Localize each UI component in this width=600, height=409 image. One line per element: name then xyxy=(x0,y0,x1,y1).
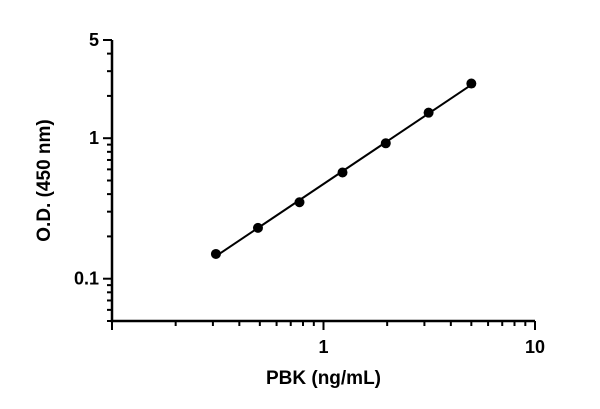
x-tick-label: 10 xyxy=(525,337,545,357)
y-tick-label: 1 xyxy=(89,128,99,148)
x-ticks: 1 10 xyxy=(111,321,545,357)
y-tick-label: 0.1 xyxy=(74,269,99,289)
data-point xyxy=(210,248,221,259)
x-tick-label: 1 xyxy=(318,337,328,357)
data-point xyxy=(294,197,305,208)
y-tick-label: 5 xyxy=(89,30,99,50)
data-point xyxy=(466,78,477,89)
y-axis-title: O.D. (450 nm) xyxy=(34,119,55,241)
data-point xyxy=(252,222,263,233)
data-point xyxy=(423,107,434,118)
data-points xyxy=(210,78,477,259)
y-ticks: 0.1 1 5 xyxy=(74,30,112,322)
data-point xyxy=(337,167,348,178)
x-axis-title: PBK (ng/mL) xyxy=(266,368,381,389)
data-point xyxy=(380,138,391,149)
